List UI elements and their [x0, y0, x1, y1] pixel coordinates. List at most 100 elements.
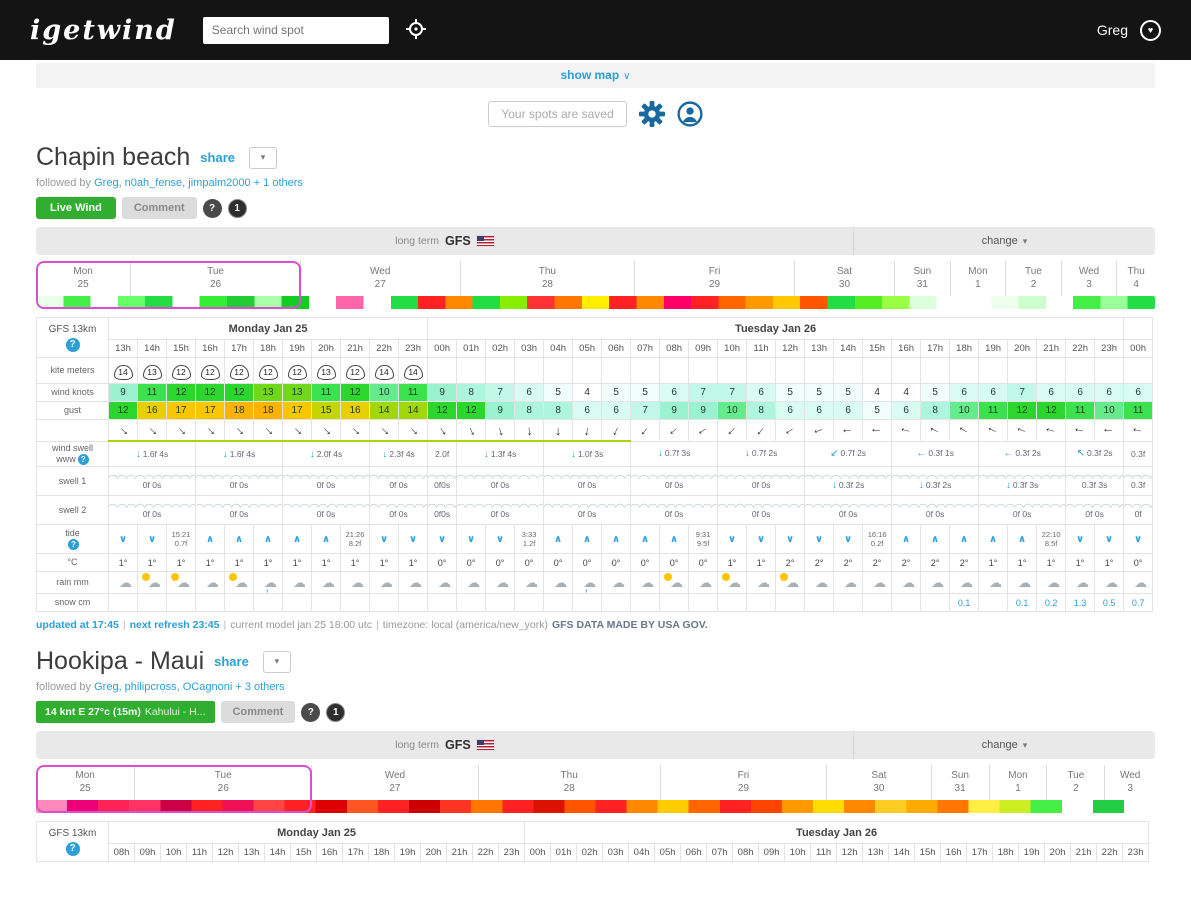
hour-cell: 18h	[368, 843, 395, 862]
app-logo[interactable]: igetwind	[30, 14, 177, 46]
day-strip-day[interactable]: Sun 31	[930, 765, 989, 800]
account-button[interactable]	[677, 101, 703, 127]
gear-icon	[638, 101, 665, 127]
tide-falling-icon: ∨	[147, 533, 157, 545]
kite-cell	[601, 357, 632, 384]
day-strip-day[interactable]: Sun 31	[894, 261, 950, 296]
wind-direction-cell: ↓	[630, 419, 661, 442]
show-map-link[interactable]: show map	[560, 68, 620, 82]
day-strip-day[interactable]: Sat 30	[793, 261, 894, 296]
day-date: 28	[541, 279, 553, 290]
wind-direction-arrow: ↓	[984, 424, 1002, 437]
username[interactable]: Greg	[1096, 22, 1128, 38]
hour-cell: 16h	[195, 339, 225, 358]
share-link[interactable]: share	[214, 654, 249, 669]
day-strip-day[interactable]: Tue 2	[1046, 765, 1104, 800]
help-badge[interactable]: ?	[202, 198, 222, 218]
help-icon[interactable]: ?	[65, 337, 80, 352]
day-strip-day[interactable]: Thu 28	[477, 765, 660, 800]
kite-cell	[427, 357, 458, 384]
swell-value: 0f 0s	[664, 509, 684, 519]
gust-cell: 8	[746, 401, 777, 420]
forecast-table: GFS 13km? Monday Jan 25 Tuesday Jan 26 08h 0…	[36, 821, 1150, 862]
day-strip-day[interactable]: Wed 27	[299, 261, 460, 296]
day-strip-day[interactable]: Mon 25	[36, 765, 134, 800]
day-strip-day[interactable]: Tue 26	[134, 765, 311, 800]
swell-value: 0f 0s	[925, 509, 945, 519]
spot-menu-button[interactable]: ▾	[262, 650, 291, 673]
help-icon[interactable]: ?	[65, 841, 80, 856]
day-strip-day[interactable]: Fri 29	[634, 261, 794, 296]
wave-pattern	[979, 471, 1065, 479]
wave-pattern	[457, 472, 543, 479]
live-wind-button[interactable]: Live Wind	[36, 197, 116, 219]
wind-speed-cell: 10	[369, 383, 399, 402]
kite-cell: 12	[195, 357, 225, 384]
tide-cell: ∧	[195, 524, 225, 554]
cloud-icon: ☁	[287, 573, 307, 589]
followed-by-label: followed by	[36, 681, 92, 693]
gust-cell: 8	[514, 401, 545, 420]
followers-list[interactable]: Greg, philipcross, OCagnoni + 3 others	[94, 681, 285, 693]
day-strip-day[interactable]: Thu 28	[459, 261, 635, 296]
hour-cell: 07h	[630, 339, 661, 358]
share-link[interactable]: share	[200, 150, 235, 165]
hour-cell: 22h	[1065, 339, 1096, 358]
swell-value: 0f 0s	[229, 509, 249, 519]
day-name: Wed	[370, 266, 391, 277]
day-strip-day[interactable]: Tue 2	[1005, 261, 1061, 296]
comment-button[interactable]: Comment	[220, 701, 296, 723]
help-icon[interactable]: ?	[77, 453, 89, 465]
wind-swell-cell: ↓ 2.0f 4s	[282, 440, 370, 467]
followers-list[interactable]: Greg, n0ah_fense, jimpalm2000 + 1 others	[94, 177, 303, 189]
spot-menu-button[interactable]: ▾	[249, 146, 277, 169]
wind-direction-cell: ↓	[1036, 419, 1067, 442]
wind-direction-arrow: ↓	[609, 421, 623, 439]
cloud-icon: ☁	[490, 573, 510, 589]
cloud-icon: ☁	[983, 573, 1003, 589]
hour-cell: 21h	[1070, 843, 1098, 862]
settings-button[interactable]	[638, 101, 665, 127]
day-header: Tuesday Jan 26	[524, 821, 1150, 844]
count-badge[interactable]: 1	[227, 198, 247, 218]
snow-cell	[978, 593, 1009, 612]
day-strip-day[interactable]: Thu 4	[1116, 261, 1155, 296]
wave-pattern	[1124, 472, 1152, 479]
wind-speed-cell: 5	[630, 383, 661, 402]
tide-falling-icon: ∨	[1076, 533, 1085, 545]
tide-falling-icon: ∨	[757, 533, 766, 545]
weather-cell: ☁	[1036, 571, 1067, 594]
day-strip-day[interactable]: Mon 1	[949, 261, 1006, 296]
change-model-button[interactable]: change ▾	[852, 227, 1155, 255]
cloud-glyph: ☁	[844, 574, 858, 590]
kite-icon: 12	[229, 364, 249, 380]
day-strip-day[interactable]: Wed 27	[311, 765, 478, 800]
day-strip-day[interactable]: Tue 26	[130, 261, 300, 296]
app-header: igetwind Greg ♥	[0, 0, 1191, 60]
day-strip-day[interactable]: Sat 30	[826, 765, 930, 800]
weather-cell: ☁	[775, 571, 806, 594]
day-strip-day[interactable]: Wed 3	[1104, 765, 1155, 800]
snow-cell	[195, 593, 225, 612]
help-badge[interactable]: ?	[301, 702, 321, 722]
wind-speed-cell: 12	[224, 383, 254, 402]
gust-cell: 12	[1036, 401, 1067, 420]
search-input[interactable]	[202, 16, 389, 44]
day-strip-day[interactable]: Fri 29	[659, 765, 827, 800]
cloud-icon: ☁	[1070, 573, 1090, 589]
locate-button[interactable]	[401, 15, 431, 45]
favorites-heart-icon[interactable]: ♥	[1140, 19, 1161, 41]
day-strip-day[interactable]: Wed 3	[1060, 261, 1117, 296]
live-wind-badge[interactable]: 14 knt E 27°c (15m) Kahului - H...	[36, 701, 215, 723]
change-model-button[interactable]: change ▾	[852, 731, 1155, 759]
comment-button[interactable]: Comment	[121, 197, 197, 219]
sun-icon	[171, 572, 179, 581]
wave-pattern	[718, 472, 804, 479]
count-badge[interactable]: 1	[326, 702, 346, 722]
cloud-glyph: ☁	[467, 574, 481, 590]
wind-direction-cell: ↓	[427, 419, 458, 442]
day-strip-day[interactable]: Mon 1	[988, 765, 1047, 800]
day-strip-day[interactable]: Mon 25	[36, 261, 130, 296]
help-icon[interactable]: ?	[68, 539, 79, 550]
wind-direction-arrow: ↓	[144, 422, 160, 438]
